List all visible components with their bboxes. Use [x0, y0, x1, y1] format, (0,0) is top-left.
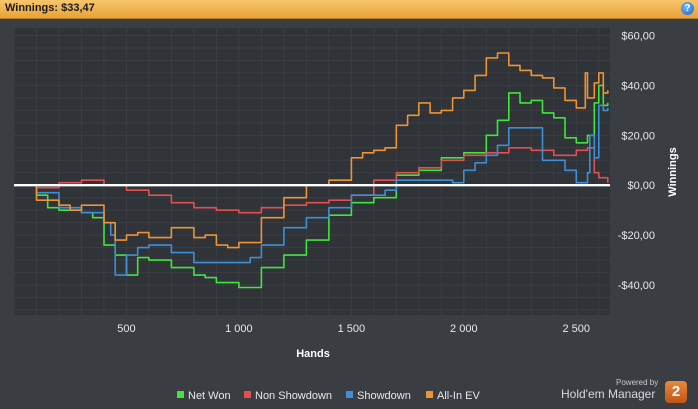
- legend-label[interactable]: All-In EV: [437, 390, 480, 402]
- title-bar: Winnings: $33,47 ?: [0, 0, 698, 19]
- series-lines: [14, 52, 609, 289]
- legend-label[interactable]: Showdown: [357, 390, 411, 402]
- y-tick-label: $20,00: [621, 130, 655, 142]
- legend-swatch: [244, 391, 251, 398]
- legend-label[interactable]: Net Won: [188, 390, 231, 402]
- x-tick-label: 1 000: [225, 323, 253, 335]
- help-icon[interactable]: ?: [681, 2, 694, 15]
- y-tick-label: $0,00: [627, 180, 655, 192]
- brand-logo: 2: [665, 381, 687, 403]
- series-line-all-in-ev: [14, 52, 609, 249]
- legend-swatch: [346, 391, 353, 398]
- y-axis-ticks: -$40,00 -$20,00 $0,00 $20,00 $40,00 $60,00: [618, 30, 655, 292]
- plot-area: [14, 28, 610, 315]
- x-tick-label: 500: [117, 323, 135, 335]
- powered-by-text: Powered by: [616, 378, 659, 387]
- y-tick-label: $40,00: [621, 80, 655, 92]
- x-axis-ticks: 500 1 000 1 500 2 000 2 500: [117, 323, 590, 335]
- legend: Net Won Non Showdown Showdown All-In EV: [177, 390, 480, 402]
- y-tick-label: -$20,00: [618, 230, 655, 242]
- brand-name: Hold'em Manager: [561, 387, 656, 401]
- y-axis-label: Winnings: [667, 147, 679, 196]
- legend-label[interactable]: Non Showdown: [255, 390, 332, 402]
- legend-swatch: [426, 391, 433, 398]
- x-tick-label: 2 500: [562, 323, 590, 335]
- y-tick-label: $60,00: [621, 30, 655, 42]
- x-axis-label: Hands: [296, 348, 330, 360]
- y-tick-label: -$40,00: [618, 280, 655, 292]
- series-line-showdown: [14, 104, 609, 276]
- winnings-title: Winnings: $33,47: [5, 2, 95, 14]
- x-tick-label: 1 500: [338, 323, 366, 335]
- grid: [13, 28, 610, 315]
- x-tick-label: 2 000: [450, 323, 478, 335]
- legend-swatch: [177, 391, 184, 398]
